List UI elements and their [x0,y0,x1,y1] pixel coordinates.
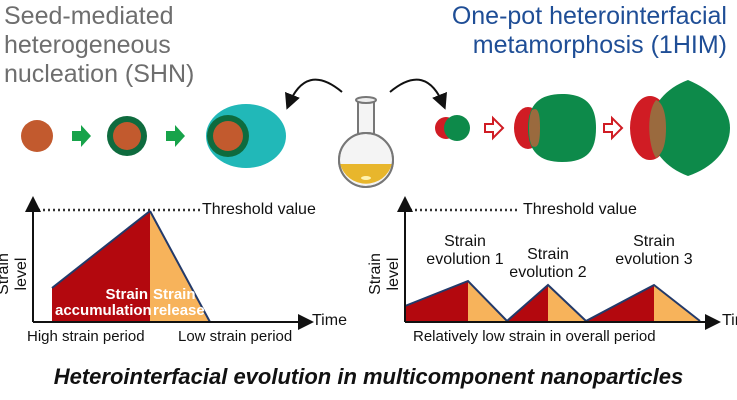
green-arrow-2 [166,125,185,147]
low-strain-period-label: Low strain period [178,328,293,345]
left-threshold-label: Threshold value [202,201,316,218]
curved-arrow-right [389,78,447,110]
him-particle-3-green [650,80,730,176]
overall-period-label: Relatively low strain in overall period [413,328,656,345]
strain-accumulation-area [52,211,150,322]
core-shell-particle-core [113,122,141,150]
right-strain-plot [397,196,721,330]
green-arrow-1 [72,125,91,147]
hollow-arrow-2 [603,115,624,141]
right-ylabel: Strain level [367,253,402,295]
strain-evolution-2-label: Strain evolution 2 [509,246,587,281]
left-ylabel: Strain level [0,253,30,295]
shn-title: Seed-mediated heterogeneous nucleation (… [4,2,195,88]
him-particle-2-green [528,94,596,162]
figure-caption: Heterointerfacial evolution in multicomp… [53,364,684,389]
left-xlabel: Time [312,312,347,329]
strain-release-label: Strain release [153,286,205,319]
right-xlabel: Time [722,312,737,329]
high-strain-period-label: High strain period [27,328,145,345]
left-strain-plot [25,196,314,330]
1him-title: One-pot heterointerfacial metamorphosis … [451,2,727,59]
strain-evolution-1-label: Strain evolution 1 [426,233,504,268]
evolution-1-accumulation [405,281,468,321]
curved-arrow-left [285,78,343,110]
strain-accumulation-label: Strain accumulation [55,286,152,319]
overgrown-particle-core [213,121,243,151]
strain-evolution-3-label: Strain evolution 3 [615,233,693,268]
flask-icon [338,96,394,188]
hollow-arrow-1 [484,115,505,141]
seed-particle [21,120,53,152]
right-threshold-label: Threshold value [523,201,637,218]
him-particle-2-overlap [529,109,540,147]
him-particle-3-overlap [649,100,666,158]
him-particle-1-green [444,115,470,141]
